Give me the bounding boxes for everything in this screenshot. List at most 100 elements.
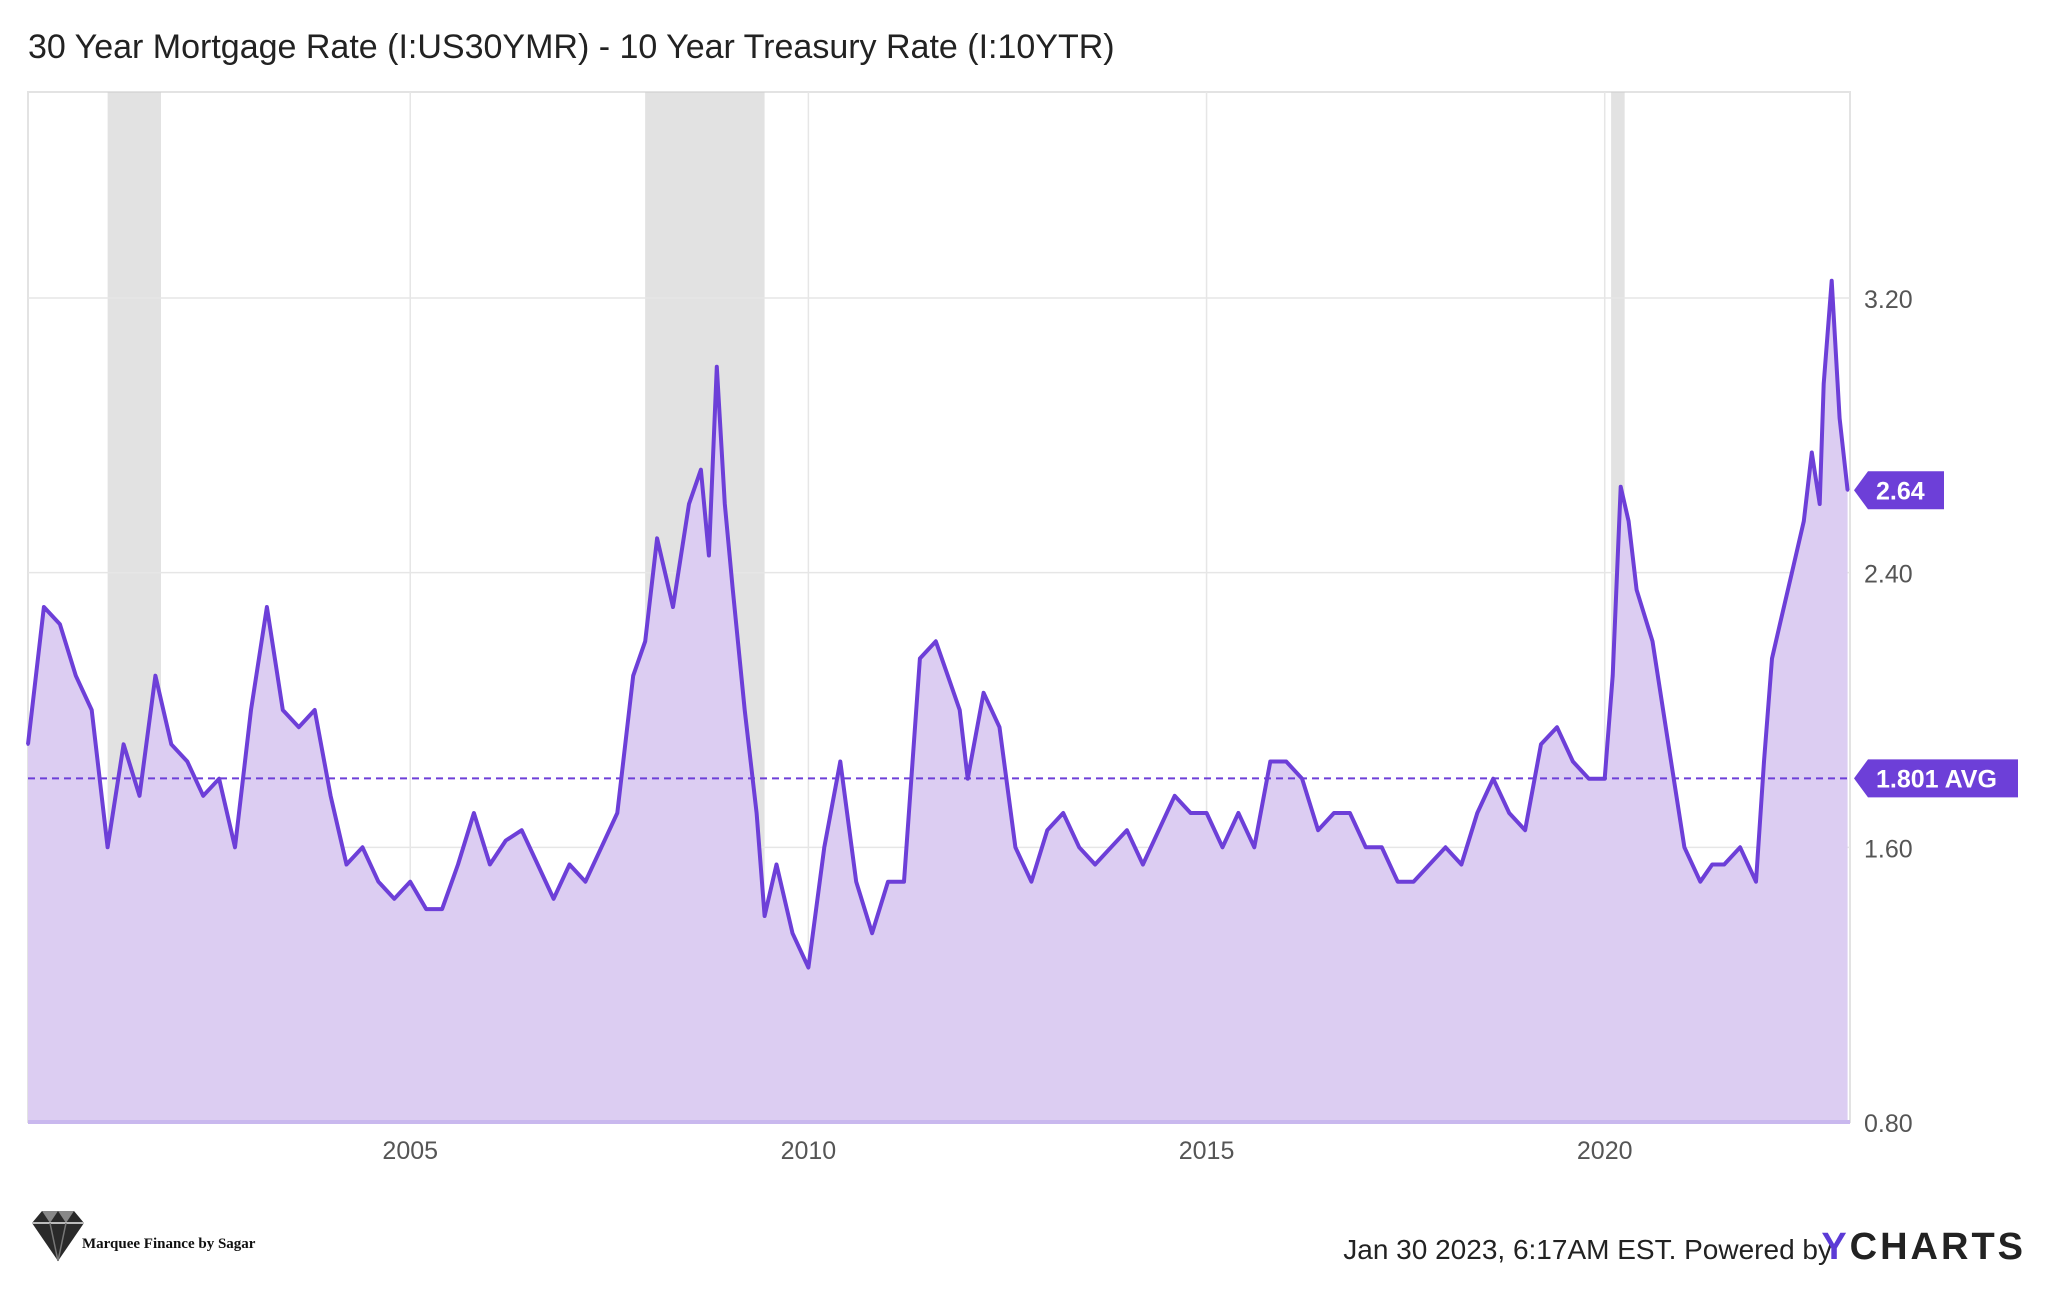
- data-point-80: [1220, 845, 1224, 849]
- data-point-28: [472, 811, 476, 815]
- data-point-88: [1348, 811, 1352, 815]
- data-point-59: [902, 880, 906, 884]
- data-point-68: [1029, 880, 1033, 884]
- spread-series-line: [26, 278, 1850, 970]
- data-point-58: [886, 880, 890, 884]
- average-badge-shape: [1854, 759, 2018, 798]
- data-point-60: [918, 657, 922, 660]
- data-point-17: [297, 725, 301, 729]
- data-point-62: [946, 674, 950, 678]
- data-point-39: [643, 639, 647, 643]
- data-point-1: [42, 605, 46, 609]
- data-point-51: [775, 863, 779, 866]
- data-point-112: [1698, 880, 1702, 884]
- data-point-108: [1635, 588, 1639, 592]
- data-point-102: [1571, 760, 1575, 763]
- data-point-120: [1790, 571, 1794, 575]
- y-tick-label-3: 3.20: [1864, 286, 1913, 314]
- data-point-5: [106, 845, 110, 849]
- data-point-44: [707, 554, 711, 557]
- data-point-95: [1459, 863, 1463, 866]
- ycharts-logo-y: Y: [1821, 1226, 1850, 1268]
- data-point-33: [552, 897, 556, 901]
- data-point-93: [1428, 863, 1432, 866]
- data-point-21: [360, 845, 364, 849]
- data-point-83: [1268, 760, 1272, 763]
- data-point-63: [958, 708, 962, 712]
- data-point-118: [1770, 657, 1774, 660]
- last-value-badge-shape: [1854, 471, 1944, 510]
- y-tick-label-2: 2.40: [1864, 561, 1913, 589]
- data-point-38: [631, 674, 635, 678]
- data-point-26: [440, 907, 444, 911]
- data-point-99: [1523, 828, 1527, 832]
- data-point-16: [281, 708, 285, 712]
- data-point-47: [731, 588, 735, 592]
- data-point-0: [26, 742, 30, 746]
- data-point-73: [1109, 845, 1113, 849]
- diamond-logo-icon: [32, 1211, 84, 1262]
- data-point-85: [1300, 777, 1304, 781]
- data-point-13: [233, 845, 237, 849]
- data-point-8: [153, 674, 157, 678]
- data-point-7: [137, 794, 141, 798]
- data-point-91: [1396, 880, 1400, 884]
- chart-title: 30 Year Mortgage Rate (I:US30YMR) - 10 Y…: [28, 28, 1115, 66]
- data-point-36: [599, 845, 603, 849]
- data-point-105: [1611, 674, 1615, 678]
- data-point-74: [1125, 828, 1129, 832]
- axis-labels: 0.80 1.60 2.40 3.20 2005 2010 2015 2020: [28, 286, 1913, 1165]
- data-point-122: [1810, 451, 1814, 454]
- data-point-90: [1380, 845, 1384, 849]
- value-badges: 2.64 1.801 AVG: [1854, 471, 2018, 798]
- data-points: [26, 279, 1850, 969]
- data-point-77: [1173, 794, 1177, 798]
- data-point-6: [122, 742, 126, 746]
- data-point-12: [217, 777, 221, 781]
- spread-area-fill: [28, 280, 1848, 1122]
- data-point-97: [1491, 777, 1495, 781]
- data-point-72: [1093, 863, 1097, 866]
- data-point-84: [1284, 760, 1288, 763]
- data-point-86: [1316, 828, 1320, 832]
- data-point-82: [1252, 845, 1256, 849]
- data-point-96: [1475, 811, 1479, 815]
- data-point-113: [1710, 863, 1714, 866]
- data-point-49: [755, 811, 759, 815]
- data-point-57: [870, 931, 874, 935]
- data-point-89: [1364, 845, 1368, 849]
- data-point-98: [1507, 811, 1511, 815]
- data-point-117: [1762, 760, 1766, 763]
- data-point-79: [1205, 811, 1209, 815]
- ycharts-logo[interactable]: YCHARTS: [1821, 1226, 2026, 1269]
- x-tick-label-1: 2010: [781, 1137, 837, 1165]
- data-point-37: [615, 811, 619, 815]
- data-point-76: [1157, 828, 1161, 832]
- data-point-114: [1722, 863, 1726, 866]
- data-point-27: [456, 863, 460, 866]
- data-point-125: [1830, 279, 1834, 283]
- data-point-34: [568, 863, 572, 866]
- data-point-71: [1077, 845, 1081, 849]
- data-point-11: [201, 794, 205, 798]
- data-point-66: [998, 725, 1002, 729]
- data-point-40: [655, 536, 659, 540]
- ycharts-logo-text: CHARTS: [1849, 1226, 2026, 1268]
- average-badge-label: 1.801 AVG: [1876, 765, 1997, 793]
- data-point-41: [671, 605, 675, 609]
- data-point-19: [329, 794, 333, 798]
- data-point-119: [1778, 622, 1782, 626]
- data-point-78: [1189, 811, 1193, 815]
- data-point-42: [687, 502, 691, 506]
- data-point-32: [536, 863, 540, 866]
- data-point-87: [1332, 811, 1336, 815]
- y-tick-label-0: 0.80: [1864, 1110, 1913, 1138]
- data-point-52: [790, 931, 794, 935]
- data-point-81: [1236, 811, 1240, 815]
- data-point-3: [74, 674, 78, 678]
- data-point-9: [169, 742, 173, 746]
- data-point-18: [313, 708, 317, 712]
- data-point-109: [1651, 639, 1655, 643]
- data-point-48: [743, 708, 747, 712]
- data-point-124: [1822, 382, 1826, 386]
